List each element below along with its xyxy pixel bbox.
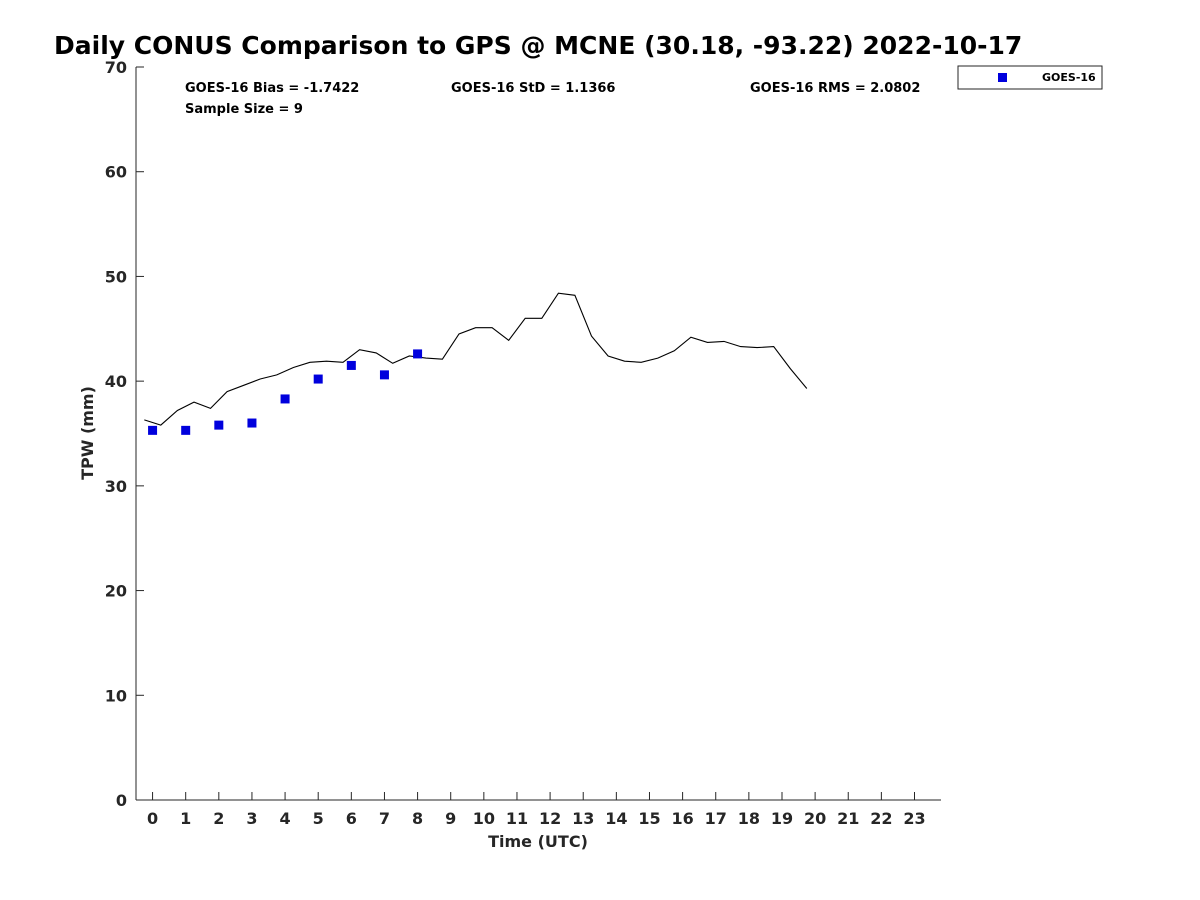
gps-tpw-line <box>144 292 808 426</box>
x-tick-label: 5 <box>313 809 324 828</box>
legend-box <box>957 65 1103 90</box>
sample-size-stat: Sample Size = 9 <box>185 102 303 117</box>
x-tick-label: 22 <box>870 809 892 828</box>
y-tick-label: 60 <box>105 163 127 182</box>
x-axis-ticks: 0 1 2 3 4 5 6 7 8 9 10 11 12 13 14 15 16 17 18 19 20 21 22 23 <box>147 792 926 828</box>
legend-marker-goes16 <box>998 73 1007 82</box>
y-tick-label: 0 <box>116 791 127 810</box>
x-axis-label: Time (UTC) <box>488 832 588 851</box>
x-tick-label: 14 <box>605 809 627 828</box>
goes16-point <box>247 418 257 428</box>
y-tick-label: 40 <box>105 372 127 391</box>
goes16-point <box>280 394 290 404</box>
y-axis-label: TPW (mm) <box>78 386 97 480</box>
x-tick-label: 17 <box>705 809 727 828</box>
y-tick-label: 10 <box>105 686 127 705</box>
legend: GOES-16 <box>957 65 1103 90</box>
goes16-point <box>181 425 191 435</box>
x-tick-label: 4 <box>280 809 291 828</box>
x-tick-label: 18 <box>738 809 760 828</box>
y-tick-label: 70 <box>105 58 127 77</box>
goes16-point <box>413 349 423 359</box>
legend-label-goes16: GOES-16 <box>1042 71 1096 84</box>
x-tick-label: 19 <box>771 809 793 828</box>
goes16-point <box>379 370 389 380</box>
y-axis-ticks: 0 10 20 30 40 50 60 70 <box>105 58 144 810</box>
x-tick-label: 13 <box>572 809 594 828</box>
x-tick-label: 21 <box>837 809 859 828</box>
x-tick-label: 23 <box>903 809 925 828</box>
bias-stat: GOES-16 Bias = -1.7422 <box>185 81 359 96</box>
plot-series <box>144 292 808 435</box>
x-tick-label: 0 <box>147 809 158 828</box>
x-tick-label: 15 <box>638 809 660 828</box>
goes16-point <box>346 360 356 370</box>
x-tick-label: 1 <box>180 809 191 828</box>
x-tick-label: 8 <box>412 809 423 828</box>
y-tick-label: 30 <box>105 477 127 496</box>
rms-stat: GOES-16 RMS = 2.0802 <box>750 81 920 96</box>
goes16-point <box>148 425 158 435</box>
x-tick-label: 11 <box>506 809 528 828</box>
x-tick-label: 2 <box>213 809 224 828</box>
x-tick-label: 7 <box>379 809 390 828</box>
goes16-point <box>313 374 323 384</box>
y-tick-label: 50 <box>105 267 127 286</box>
std-stat: GOES-16 StD = 1.1366 <box>451 81 615 96</box>
y-tick-label: 20 <box>105 582 127 601</box>
x-tick-label: 12 <box>539 809 561 828</box>
x-tick-label: 20 <box>804 809 826 828</box>
x-tick-label: 3 <box>246 809 257 828</box>
x-tick-label: 10 <box>473 809 495 828</box>
x-tick-label: 6 <box>346 809 357 828</box>
x-tick-label: 9 <box>445 809 456 828</box>
chart-title: Daily CONUS Comparison to GPS @ MCNE (30… <box>54 31 1022 60</box>
x-tick-label: 16 <box>671 809 693 828</box>
goes16-point <box>214 420 224 430</box>
